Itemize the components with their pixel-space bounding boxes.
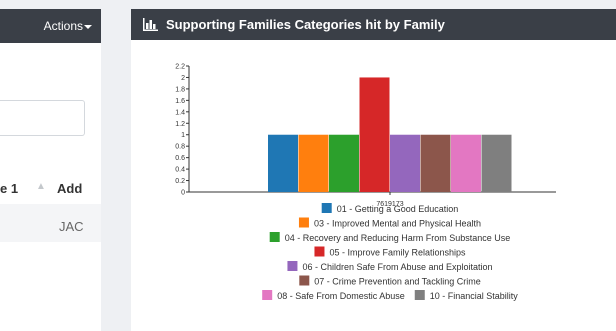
y-tick-label: 0: [181, 190, 185, 197]
y-tick-label: 0.4: [175, 167, 185, 174]
y-tick-label: 0.6: [175, 155, 185, 162]
bar: [268, 134, 298, 192]
actions-dropdown[interactable]: Actions: [44, 19, 92, 33]
legend-swatch: [298, 217, 309, 228]
y-tick-label: 2: [181, 75, 185, 82]
y-tick-label: 1.8: [175, 86, 185, 93]
bar: [298, 134, 329, 192]
legend-label: 08 - Safe From Domestic Abuse: [277, 291, 405, 301]
caret-down-icon: [84, 24, 92, 29]
y-tick-label: 0.2: [175, 178, 185, 185]
y-tick-label: 2.2: [175, 64, 185, 71]
legend-label: 10 - Financial Stability: [430, 291, 519, 301]
chart-title: Supporting Families Categories hit by Fa…: [166, 17, 445, 32]
bar: [329, 134, 359, 192]
legend-swatch: [269, 232, 280, 242]
legend-swatch: [314, 246, 325, 257]
actions-label: Actions: [43, 19, 83, 33]
legend-swatch: [321, 203, 332, 213]
legend-swatch: [262, 290, 273, 300]
legend-swatch: [414, 290, 425, 300]
chart: 0 0.2 0.4 0.6 0.8 1 1.2 1.4 1.6 1.8 2 2.2 761917301 …: [175, 64, 556, 301]
legend-label: 04 - Recovery and Reducing Harm From Sub…: [285, 233, 511, 243]
sort-icon[interactable]: ▲︎: [36, 181, 46, 192]
chart-panel-header: Supporting Families Categories hit by Fa…: [131, 9, 616, 40]
legend-label: 01 - Getting a Good Education: [337, 204, 459, 214]
search-input[interactable]: [0, 100, 85, 136]
legend-label: 05 - Improve Family Relationships: [329, 248, 466, 258]
y-tick-label: 0.8: [175, 144, 185, 151]
column-header[interactable]: e 1: [0, 181, 19, 196]
y-tick-label: 1.2: [175, 121, 185, 128]
bar-chart-icon: [143, 18, 158, 31]
legend-label: 07 - Crime Prevention and Tackling Crime: [314, 277, 480, 287]
bar: [390, 134, 420, 192]
legend-label: 06 - Children Safe From Abuse and Exploi…: [302, 262, 492, 272]
legend-label: 03 - Improved Mental and Physical Health: [314, 219, 481, 229]
chart-panel: Supporting Families Categories hit by Fa…: [131, 9, 616, 331]
bar: [481, 134, 512, 192]
bar: [359, 77, 390, 192]
y-tick-label: 1.4: [175, 109, 185, 116]
legend-swatch: [287, 261, 298, 271]
legend-swatch: [299, 275, 310, 286]
bar: [451, 134, 481, 192]
column-header[interactable]: Add: [57, 181, 83, 196]
y-tick-label: 1: [181, 132, 185, 139]
table-cell: JAC: [59, 219, 84, 234]
left-panel: Actions e 1 ▲︎ Add JAC: [0, 9, 101, 331]
y-tick-label: 1.6: [175, 98, 185, 105]
bar: [420, 134, 451, 192]
left-panel-header: Actions: [0, 9, 101, 43]
x-tick-label: 7619173: [376, 201, 403, 208]
table-row[interactable]: [0, 204, 101, 242]
